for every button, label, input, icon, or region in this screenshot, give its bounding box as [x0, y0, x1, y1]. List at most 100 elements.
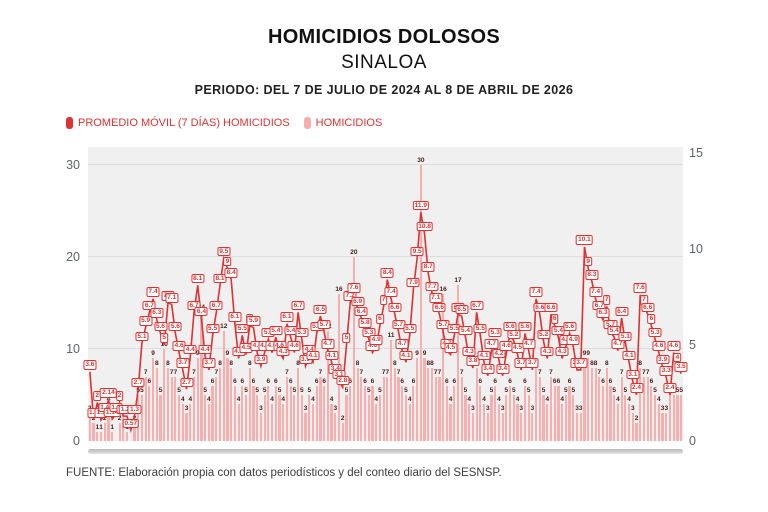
homicides-bar — [107, 404, 110, 441]
homicides-bar — [92, 422, 95, 441]
gridline — [88, 164, 683, 166]
bar-value-label: 2 — [102, 414, 107, 422]
bar-value-label: 5 — [277, 387, 282, 395]
bar-value-label: 5 — [140, 387, 144, 395]
avg-value-label: 6 — [550, 314, 559, 324]
avg-value-label: 5.9 — [139, 316, 153, 326]
avg-value-label: 5.5 — [403, 323, 417, 334]
bar-value-label: 7 — [192, 368, 196, 376]
avg-value-label: 6 — [647, 314, 656, 324]
homicides-bar — [352, 257, 355, 441]
bar-value-label: 3 — [259, 405, 263, 413]
avg-value-label: 2.4 — [629, 383, 644, 393]
bar-value-label: 8 — [590, 359, 594, 367]
chart: 3211241231255769851087754347914546781298… — [66, 146, 703, 454]
bar-value-label: 6 — [400, 377, 405, 385]
bar-value-label: 6 — [411, 377, 416, 385]
bar-value-label: 5 — [571, 387, 576, 395]
bar-value-label: 5 — [679, 387, 683, 395]
homicides-bar — [274, 385, 277, 441]
avg-value-label: 7.6 — [633, 283, 647, 293]
avg-value-label: 3.9 — [254, 354, 268, 365]
avg-value-label: 4.9 — [566, 335, 580, 345]
homicides-bar — [397, 376, 400, 441]
bar-value-label: 6 — [322, 377, 326, 385]
homicides-bar — [111, 431, 114, 441]
homicides-bar — [215, 376, 218, 441]
homicides-bar — [263, 395, 266, 441]
right-axis-tick: 10 — [689, 241, 703, 256]
bar-value-label: 6 — [508, 377, 512, 385]
bar-value-label: 6 — [233, 377, 237, 385]
homicides-bar — [464, 395, 467, 441]
homicides-bar — [490, 395, 493, 441]
bar-value-label: 6 — [601, 377, 605, 385]
bar-value-label: 5 — [292, 387, 297, 395]
homicides-bar — [605, 367, 608, 441]
avg-value-label: 6.6 — [388, 302, 402, 313]
homicides-bar — [270, 404, 274, 441]
homicides-bar — [278, 395, 281, 441]
bar-value-label: 6 — [478, 377, 483, 385]
avg-value-label: 5.9 — [246, 316, 261, 326]
bar-value-label: 7 — [173, 368, 178, 376]
homicides-bar — [546, 404, 549, 441]
legend-daily-label: HOMICIDIOS — [315, 117, 383, 129]
homicides-bar — [631, 413, 634, 441]
homicides-bar — [531, 413, 534, 441]
avg-value-label: 4.9 — [369, 335, 383, 345]
homicides-bar — [479, 385, 482, 441]
homicides-bar — [538, 376, 541, 441]
homicides-bar — [103, 422, 106, 441]
left-axis-tick: 30 — [66, 158, 80, 173]
homicides-bar — [137, 395, 140, 441]
avg-value-label: 6.9 — [351, 296, 365, 307]
chart-period: PERIODO: DEL 7 DE JULIO DE 2024 AL 8 DE … — [194, 83, 574, 97]
avg-value-label: 4.1 — [399, 350, 413, 361]
avg-value-label: 4.1 — [306, 350, 320, 361]
homicides-bar — [96, 431, 99, 441]
homicides-bar — [412, 385, 415, 441]
avg-value-label: 6.5 — [313, 304, 327, 315]
avg-value-label: 7.4 — [589, 287, 603, 297]
bar-value-label: 4 — [616, 396, 620, 404]
bar-value-label: 5 — [378, 387, 382, 395]
homicides-bar — [616, 404, 620, 441]
homicides-bar — [222, 330, 225, 441]
bar-value-label: 7 — [645, 368, 650, 376]
bar-value-label: 6 — [445, 377, 449, 385]
homicides-bar — [386, 376, 389, 441]
bar-value-label: 4 — [467, 396, 471, 404]
homicides-bar — [319, 376, 322, 441]
avg-value-label: 4.3 — [462, 346, 476, 357]
homicides-bar — [590, 367, 593, 441]
avg-value-label: 5.3 — [295, 327, 309, 338]
homicides-bar — [151, 358, 155, 441]
avg-value-label: 2.7 — [180, 377, 194, 388]
bar-value-label: 5 — [653, 387, 657, 395]
avg-value-label: 7.6 — [347, 283, 361, 293]
avg-value-label: 6.6 — [432, 302, 446, 313]
homicides-bar — [542, 395, 545, 441]
bar-value-label: 5 — [463, 387, 468, 395]
avg-value-label: 7 — [602, 295, 611, 305]
homicides-bar — [297, 367, 300, 441]
homicides-bar — [133, 422, 136, 441]
homicides-bar — [371, 385, 374, 441]
avg-value-label: 9 — [223, 256, 232, 267]
avg-value-label: 6.7 — [470, 300, 484, 311]
homicides-bar — [557, 385, 560, 441]
avg-value-label: 5.2 — [537, 329, 551, 340]
avg-value-label: 11.9 — [412, 200, 429, 211]
homicides-bar — [668, 395, 672, 441]
avg-value-label: 9.5 — [217, 246, 231, 257]
homicides-bar — [367, 395, 370, 441]
homicides-bar — [248, 367, 251, 441]
bar-value-label: 20 — [350, 249, 358, 257]
homicides-bar — [244, 395, 248, 441]
homicides-bar — [434, 376, 437, 441]
bar-value-label: 4 — [627, 396, 631, 404]
homicides-bar — [196, 358, 199, 441]
homicides-bar — [330, 404, 333, 441]
bar-value-label: 9 — [151, 350, 155, 358]
